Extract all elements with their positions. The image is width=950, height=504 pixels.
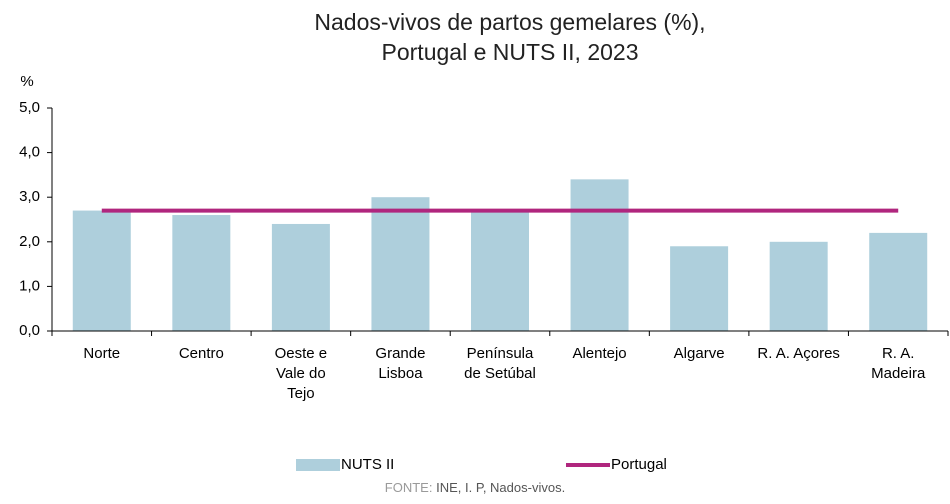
- bar: [72, 210, 131, 331]
- y-axis-label: %: [20, 73, 33, 90]
- source-text: INE, I. P, Nados-vivos.: [436, 480, 566, 495]
- chart-title: Nados-vivos de partos gemelares (%),: [314, 9, 705, 35]
- x-tick-label: Oeste e Vale do Tejo: [274, 345, 328, 402]
- bar: [869, 232, 928, 331]
- bar: [769, 241, 828, 331]
- x-tick-label: Centro: [178, 345, 224, 362]
- y-tick-label: 1,0: [19, 277, 40, 294]
- source-label: FONTE:: [384, 480, 433, 495]
- x-tick-label: R. A. Madeira: [871, 345, 926, 382]
- x-tick-label: Grande Lisboa: [375, 345, 426, 382]
- bar: [670, 246, 729, 331]
- bar: [570, 179, 629, 331]
- x-tick-label: Norte: [83, 345, 121, 362]
- chart-title: Portugal e NUTS II, 2023: [382, 39, 639, 65]
- y-tick-label: 2,0: [19, 233, 40, 250]
- y-tick-label: 5,0: [19, 99, 40, 116]
- bar: [271, 223, 330, 331]
- y-tick-label: 3,0: [19, 188, 40, 205]
- x-tick-label: R. A. Açores: [757, 345, 840, 362]
- legend-swatch: [296, 459, 340, 471]
- legend-label: NUTS II: [341, 456, 394, 473]
- source: FONTE: INE, I. P, Nados-vivos.: [0, 480, 950, 495]
- x-tick-label: Península de Setúbal: [464, 345, 536, 382]
- x-tick-label: Algarve: [673, 345, 725, 362]
- y-tick-label: 0,0: [19, 322, 40, 339]
- bar: [172, 215, 231, 331]
- bar: [471, 210, 529, 331]
- bar: [371, 197, 430, 331]
- legend-label: Portugal: [611, 456, 667, 473]
- y-tick-label: 4,0: [19, 144, 40, 161]
- x-tick-label: Alentejo: [572, 345, 627, 362]
